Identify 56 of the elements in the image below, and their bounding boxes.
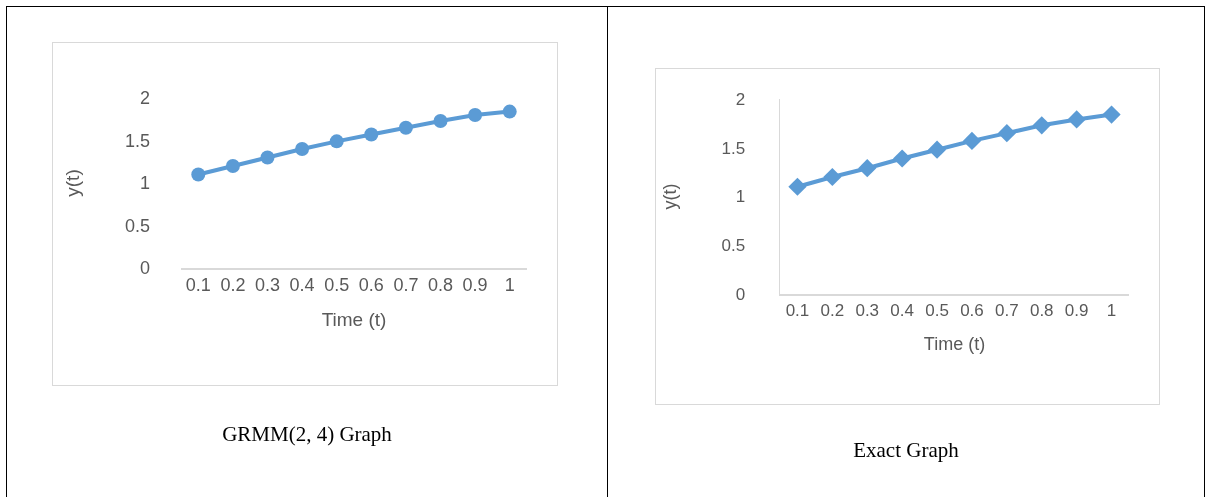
y-tick-label: 0.5 xyxy=(124,215,150,236)
point xyxy=(1102,105,1121,124)
point xyxy=(1067,110,1086,129)
y-axis-title: y(t) xyxy=(61,169,83,197)
point xyxy=(329,134,344,149)
point xyxy=(858,159,877,178)
point xyxy=(502,104,517,119)
y-tick-label: 1.5 xyxy=(124,130,150,151)
x-tick-label: 0.5 xyxy=(925,300,949,320)
x-tick-label: 1 xyxy=(1106,300,1117,320)
x-tick-label: 0.3 xyxy=(254,275,281,296)
y-tick-label: 2 xyxy=(139,88,150,109)
y-tick-label: 0 xyxy=(735,284,746,304)
point xyxy=(788,177,807,196)
x-tick-label: 0.7 xyxy=(393,275,419,296)
x-tick-label: 0.9 xyxy=(462,275,488,296)
x-tick-label: 0.9 xyxy=(1064,300,1089,320)
point xyxy=(191,167,206,182)
y-tick-label: 0 xyxy=(139,258,150,279)
y-tick-label: 1 xyxy=(139,173,150,194)
y-axis-title: y(t) xyxy=(659,183,680,210)
x-tick-label: 0.2 xyxy=(220,275,246,296)
point xyxy=(893,149,912,168)
point xyxy=(468,108,483,122)
point xyxy=(295,142,310,156)
y-tick-label: 0.5 xyxy=(721,236,746,256)
x-tick-label: 1 xyxy=(504,275,515,296)
point xyxy=(962,131,982,151)
x-axis-title: Time (t) xyxy=(923,333,986,354)
y-tick-label: 1 xyxy=(735,187,746,207)
x-tick-label: 0.8 xyxy=(427,275,454,296)
point xyxy=(260,150,275,165)
point xyxy=(1032,116,1051,135)
x-tick-label: 0.4 xyxy=(890,300,914,320)
text: GRMM(2, 4) Graph xyxy=(221,422,393,447)
point xyxy=(823,167,842,187)
x-tick-label: 0.5 xyxy=(324,275,350,296)
x-tick-label: 0.3 xyxy=(855,300,880,320)
x-tick-label: 0.8 xyxy=(1029,300,1054,320)
point xyxy=(364,127,379,142)
text: Exact Graph xyxy=(852,438,960,463)
x-tick-label: 0.6 xyxy=(960,300,984,320)
point xyxy=(225,159,240,173)
x-tick-label: 0.2 xyxy=(820,300,845,320)
point xyxy=(398,120,413,135)
point xyxy=(927,140,947,159)
point xyxy=(433,113,448,128)
y-tick-label: 1.5 xyxy=(721,138,746,158)
x-tick-label: 0.1 xyxy=(785,300,810,320)
x-tick-label: 0.6 xyxy=(358,275,384,296)
point xyxy=(997,124,1016,143)
x-tick-label: 0.7 xyxy=(995,300,1019,320)
x-tick-label: 0.1 xyxy=(185,275,211,296)
y-tick-label: 2 xyxy=(735,89,746,109)
x-axis-title: Time (t) xyxy=(321,308,387,330)
x-tick-label: 0.4 xyxy=(289,275,315,296)
